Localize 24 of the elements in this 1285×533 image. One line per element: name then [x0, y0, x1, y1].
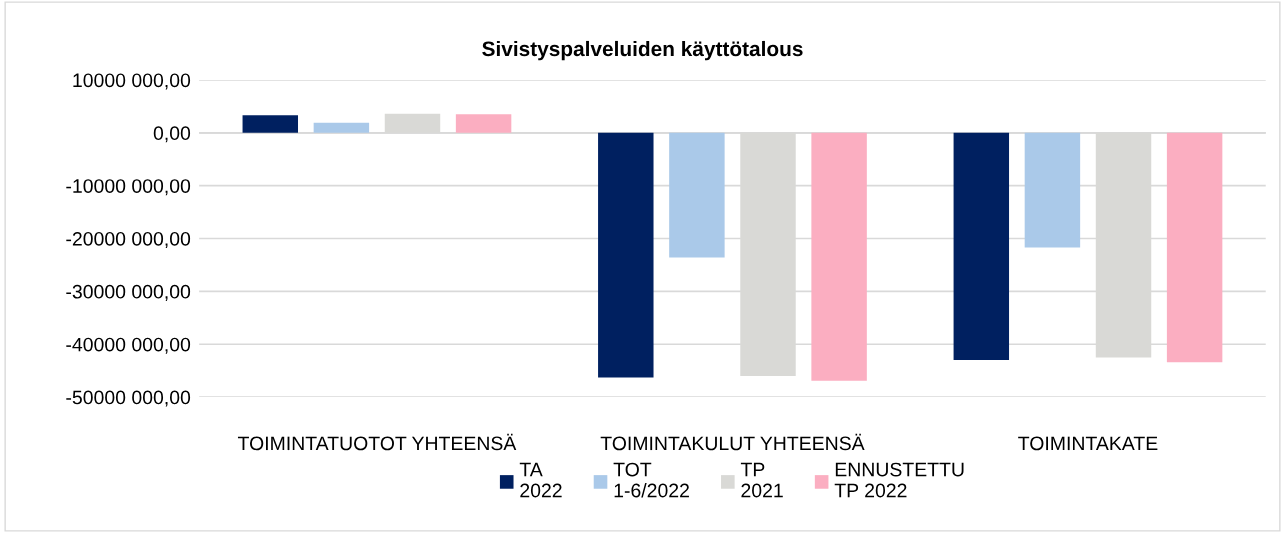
bar	[1024, 132, 1081, 248]
x-tick-label: TOIMINTAKATE	[1018, 436, 1158, 451]
bar	[313, 122, 370, 133]
bar	[455, 114, 512, 133]
y-tick-label: -20000 000,00	[66, 231, 191, 249]
y-tick-label: -50000 000,00	[66, 390, 191, 407]
y-tick-label: -40000 000,00	[66, 337, 191, 354]
bar	[598, 132, 654, 378]
legend-label: TOT 1-6/2022	[613, 462, 689, 498]
bar	[242, 115, 299, 133]
x-tick-label: TOIMINTAKULUT YHTEENSÄ	[600, 433, 865, 451]
bar	[1166, 132, 1223, 363]
x-tick-label: TOIMINTATUOTOT YHTEENSÄ	[237, 433, 517, 451]
legend-label: TP 2021	[740, 462, 783, 498]
bar	[811, 132, 867, 381]
bar	[669, 132, 725, 258]
legend-label: ENNUSTETTU TP 2022	[834, 462, 964, 498]
y-tick-label: 0,00	[153, 126, 191, 143]
bar	[953, 132, 1010, 361]
legend-label: TA 2022	[519, 462, 562, 498]
y-tick-label: 10000 000,00	[73, 73, 191, 90]
y-tick-label: -30000 000,00	[66, 284, 191, 301]
chart-title: Sivistyspalveluiden käyttötalous	[482, 40, 803, 61]
y-tick-label: -10000 000,00	[66, 179, 191, 196]
